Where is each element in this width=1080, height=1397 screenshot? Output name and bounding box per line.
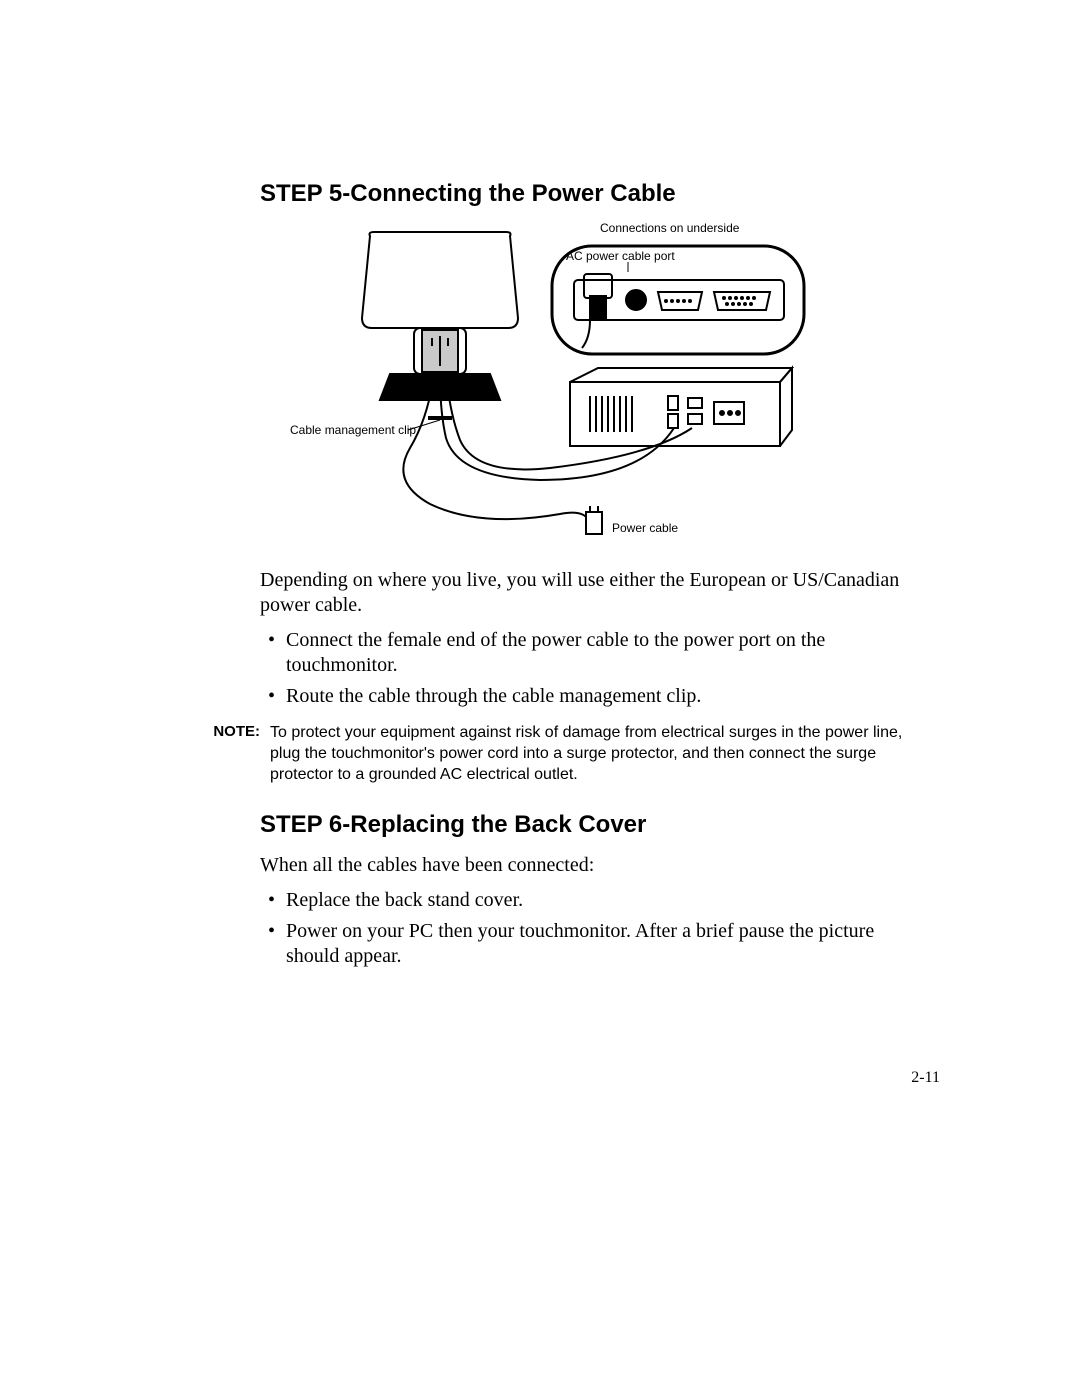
step5-intro: Depending on where you live, you will us… <box>260 568 900 618</box>
step6-bullet-2: Power on your PC then your touchmonitor.… <box>260 919 880 969</box>
diagram-label-clip: Cable management clip <box>290 423 416 437</box>
note-label: NOTE: <box>200 723 270 785</box>
step6-bullet-1: Replace the back stand cover. <box>260 888 880 913</box>
step5-bullets: Connect the female end of the power cabl… <box>260 628 880 709</box>
step5-bullet-1: Connect the female end of the power cabl… <box>260 628 880 678</box>
diagram-label-connections: Connections on underside <box>600 221 740 235</box>
manual-page: STEP 5-Connecting the Power Cable <box>0 0 1080 1397</box>
step6-bullets: Replace the back stand cover. Power on y… <box>260 888 880 969</box>
step6-heading: STEP 6-Replacing the Back Cover <box>260 811 960 839</box>
step5-bullet-2: Route the cable through the cable manage… <box>260 684 880 709</box>
diagram-svg: Connections on underside AC power cable … <box>290 218 810 548</box>
step5-note: NOTE: To protect your equipment against … <box>200 723 920 785</box>
step5-heading: STEP 5-Connecting the Power Cable <box>260 180 960 208</box>
step6-intro: When all the cables have been connected: <box>260 853 900 878</box>
diagram-label-powercable: Power cable <box>612 521 678 535</box>
page-number: 2-11 <box>911 1069 940 1087</box>
step5-diagram: Connections on underside AC power cable … <box>290 218 960 548</box>
diagram-label-acport: AC power cable port <box>566 249 675 263</box>
note-text: To protect your equipment against risk o… <box>270 723 920 785</box>
